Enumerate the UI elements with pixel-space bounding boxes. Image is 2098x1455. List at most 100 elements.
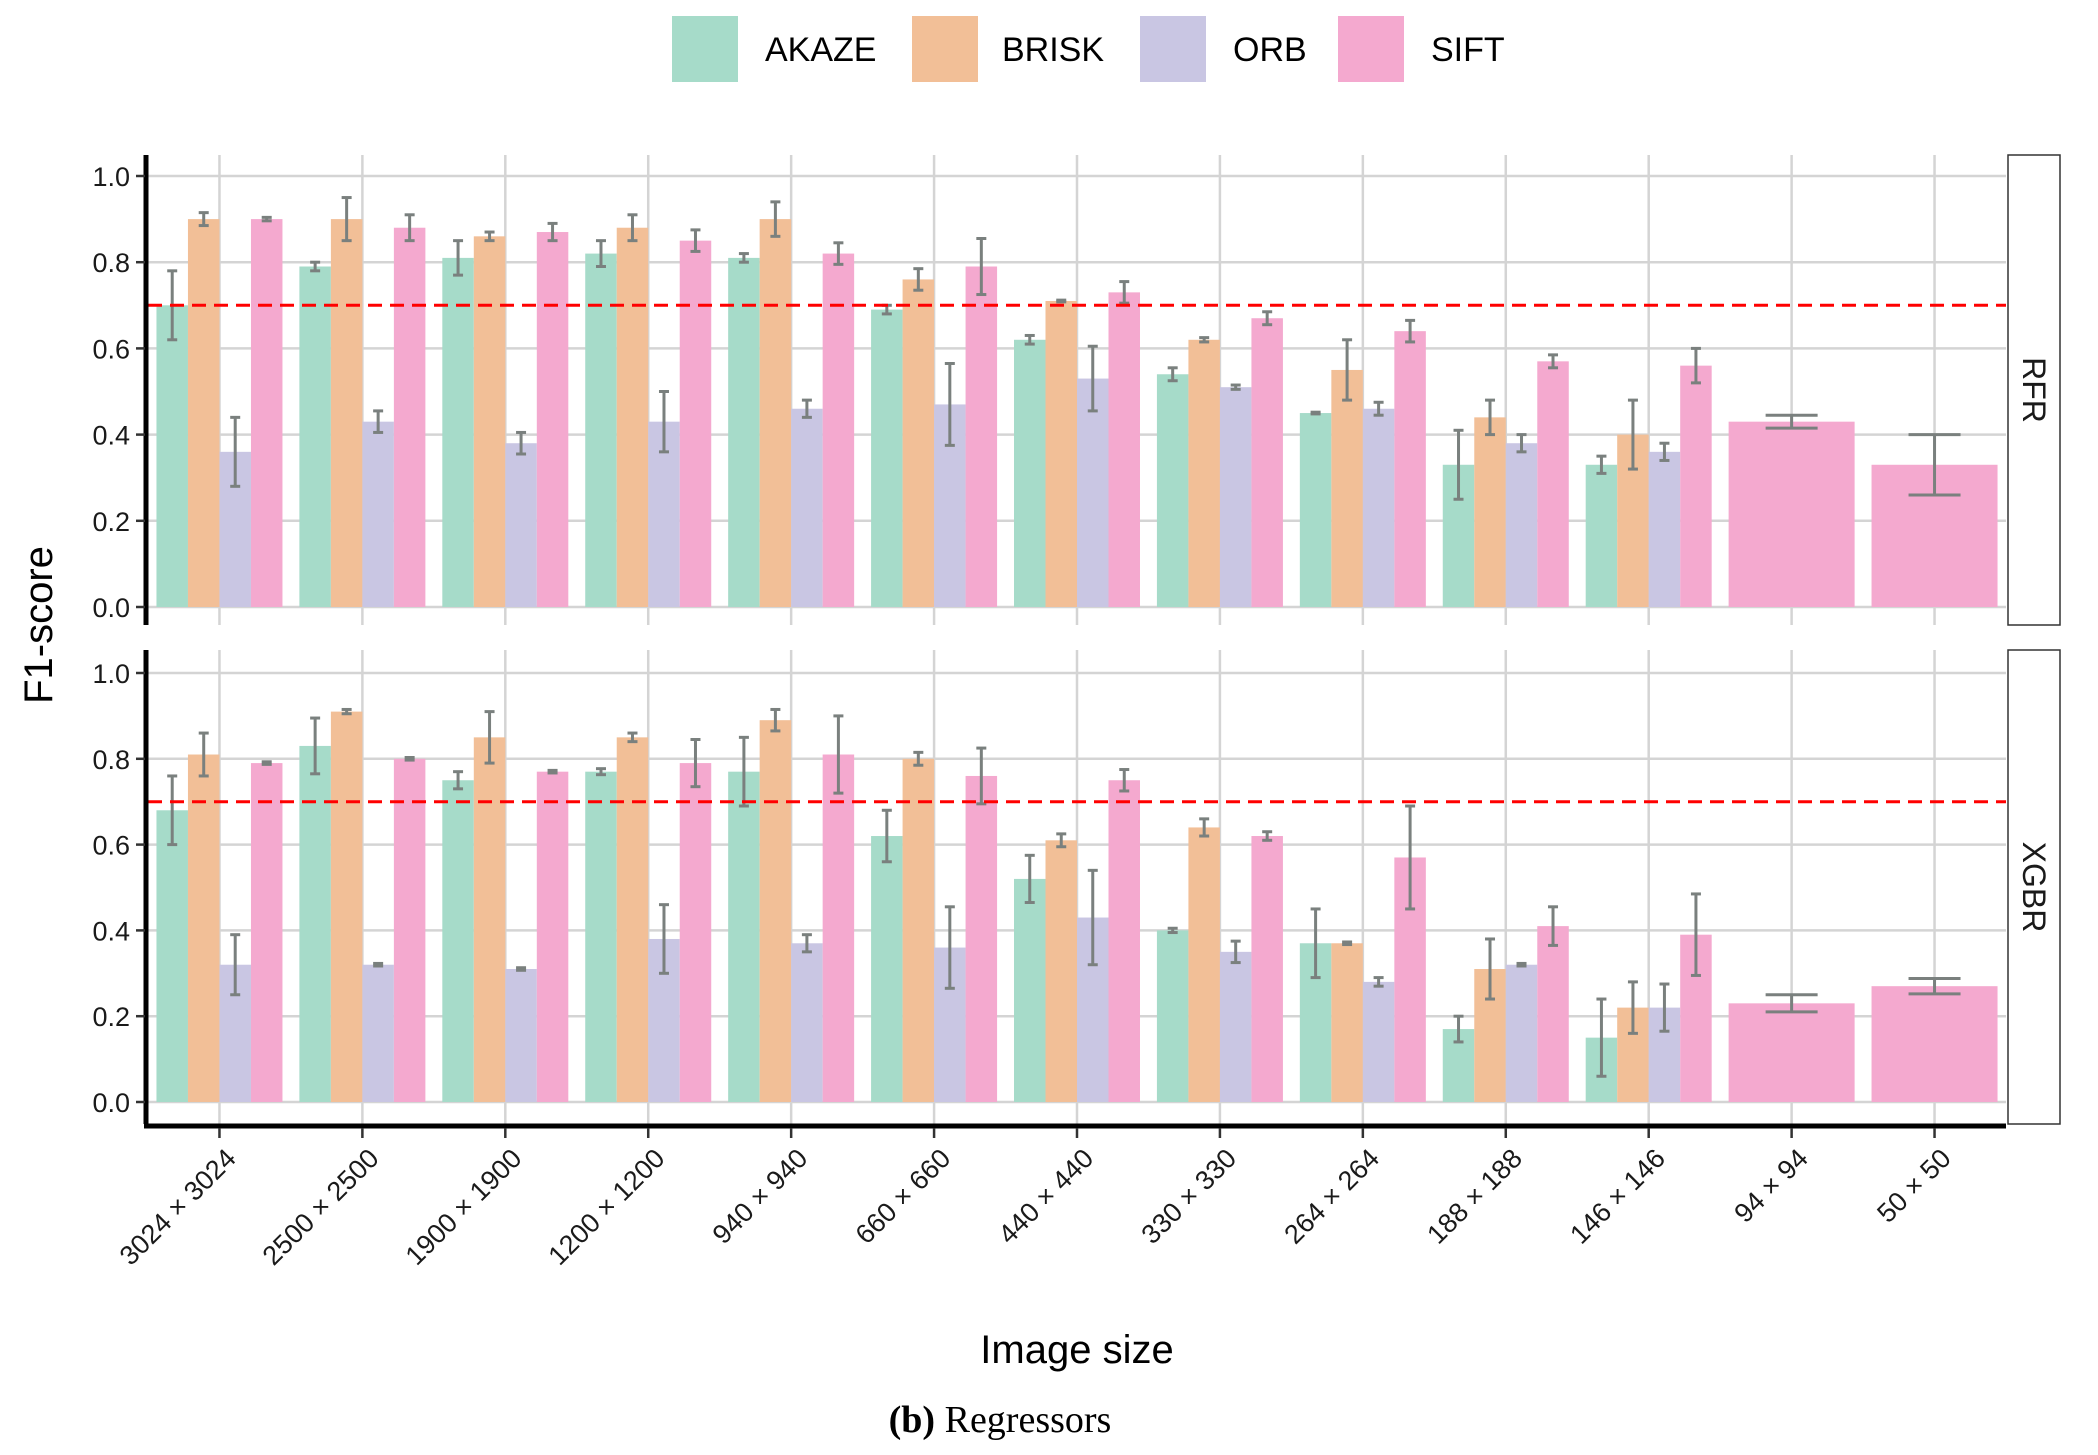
bar-akaze xyxy=(442,780,474,1102)
x-axis-title: Image size xyxy=(980,1328,1173,1372)
bar-akaze xyxy=(871,309,903,607)
error-bar-akaze xyxy=(453,239,464,277)
y-tick-label: 0.2 xyxy=(92,507,130,537)
bar-brisk xyxy=(473,737,506,1102)
x-tick-label: 440 × 440 xyxy=(993,1143,1100,1250)
x-axis: 3024 × 3024 2500 × 2500 1900 × 1900 1200 × … xyxy=(114,1123,2006,1271)
error-bar-brisk xyxy=(484,230,495,243)
error-bar-brisk xyxy=(913,750,924,767)
bar-brisk xyxy=(902,279,935,607)
bar-akaze xyxy=(1014,878,1046,1102)
bar-orb xyxy=(1648,451,1681,607)
x-tick-label: 1200 × 1200 xyxy=(543,1143,671,1271)
facet-strip xyxy=(2007,649,2061,1125)
bar-brisk xyxy=(1331,943,1363,1102)
legend: AKAZE BRISK ORB SIFT xyxy=(672,16,1505,82)
error-bar-sift xyxy=(1765,993,1818,1014)
error-bar-akaze xyxy=(1024,853,1035,905)
error-bar-orb xyxy=(1087,344,1098,413)
bar-brisk xyxy=(616,227,649,607)
bar-sift xyxy=(1394,331,1426,607)
bar-sift xyxy=(965,266,998,607)
legend-label-brisk: BRISK xyxy=(1002,31,1104,69)
bar-brisk xyxy=(1188,339,1220,607)
bar-sift xyxy=(1108,292,1140,607)
error-bar-orb xyxy=(1659,441,1670,462)
y-tick-label: 0.2 xyxy=(92,1002,130,1032)
error-bar-orb xyxy=(1230,939,1241,965)
error-bar-akaze xyxy=(1167,926,1178,935)
figure-caption: (b) Regressors xyxy=(889,1399,1112,1441)
bar-orb xyxy=(791,408,823,607)
legend-label-akaze: AKAZE xyxy=(765,31,876,69)
bar-orb xyxy=(1362,981,1395,1102)
error-bar-sift xyxy=(1119,768,1130,793)
error-bar-sift xyxy=(1908,433,1961,497)
error-bar-orb xyxy=(516,966,527,972)
error-bar-brisk xyxy=(627,731,638,744)
error-bar-orb xyxy=(230,933,241,997)
error-bar-akaze xyxy=(881,808,892,864)
bar-orb xyxy=(505,969,537,1102)
bar-sift xyxy=(1537,361,1569,607)
bar-sift xyxy=(536,771,569,1102)
bar-sift xyxy=(965,775,998,1102)
bar-akaze xyxy=(299,745,331,1102)
bar-sift xyxy=(822,754,855,1102)
bar-brisk xyxy=(616,737,649,1102)
bar-orb xyxy=(1219,387,1252,607)
facet-strip-label: RFR xyxy=(2016,357,2052,423)
bar-akaze xyxy=(1156,930,1189,1102)
error-bar-akaze xyxy=(1453,1014,1464,1044)
x-tick-label: 94 × 94 xyxy=(1728,1143,1813,1228)
bar-akaze xyxy=(585,771,617,1102)
panel-rfr: 0.0 0.2 0.4 0.6 0.8 1.0 RFR xyxy=(92,154,2061,626)
bar-akaze xyxy=(1014,339,1046,607)
bar-brisk xyxy=(759,720,792,1102)
bar-akaze xyxy=(1585,464,1618,607)
legend-label-orb: ORB xyxy=(1233,31,1307,69)
bar-orb xyxy=(1077,378,1109,607)
bar-sift xyxy=(393,227,426,607)
error-bar-brisk xyxy=(770,707,781,733)
error-bar-orb xyxy=(373,961,384,968)
bar-brisk xyxy=(1188,827,1220,1102)
error-bar-brisk xyxy=(1627,398,1638,471)
error-bar-akaze xyxy=(310,260,321,273)
y-tick-label: 0.8 xyxy=(92,745,130,775)
legend-swatch-orb xyxy=(1140,16,1206,82)
bar-orb xyxy=(791,943,823,1102)
caption-text: Regressors xyxy=(935,1399,1111,1441)
facet-strip-label: XGBR xyxy=(2016,842,2052,933)
error-bar-orb xyxy=(944,905,955,990)
bar-sift xyxy=(679,763,712,1102)
bar-brisk xyxy=(1331,369,1363,607)
error-bar-sift xyxy=(690,737,701,789)
chart-panels: 0.0 0.2 0.4 0.6 0.8 1.0 RFR 0.0 0.2 0.4 0.6 0.8 1.0 X… xyxy=(92,154,2061,1125)
bar-akaze xyxy=(1299,413,1332,607)
bar-orb xyxy=(362,421,394,607)
x-tick-label: 3024 × 3024 xyxy=(114,1143,242,1271)
x-tick-label: 660 × 660 xyxy=(850,1143,957,1250)
legend-item-sift: SIFT xyxy=(1338,16,1505,82)
facet-strip xyxy=(2007,154,2061,626)
error-bar-sift xyxy=(1262,830,1273,842)
error-bar-akaze xyxy=(310,716,321,776)
error-bar-sift xyxy=(1405,318,1416,344)
bar-sift xyxy=(1537,926,1569,1102)
bar-akaze xyxy=(585,253,617,607)
y-tick-label: 0.4 xyxy=(92,421,130,451)
bar-sift xyxy=(1728,421,1855,607)
error-bar-akaze xyxy=(738,252,749,264)
legend-item-akaze: AKAZE xyxy=(672,16,876,82)
y-tick-label: 0.4 xyxy=(92,916,130,946)
bar-akaze xyxy=(156,305,188,607)
error-bar-akaze xyxy=(1596,454,1607,475)
error-bar-akaze xyxy=(1167,366,1178,383)
error-bar-sift xyxy=(833,241,844,266)
error-bar-orb xyxy=(373,409,384,434)
bar-sift xyxy=(822,253,855,607)
error-bar-orb xyxy=(1659,982,1670,1033)
error-bar-sift xyxy=(690,228,701,253)
error-bar-akaze xyxy=(1024,333,1035,346)
